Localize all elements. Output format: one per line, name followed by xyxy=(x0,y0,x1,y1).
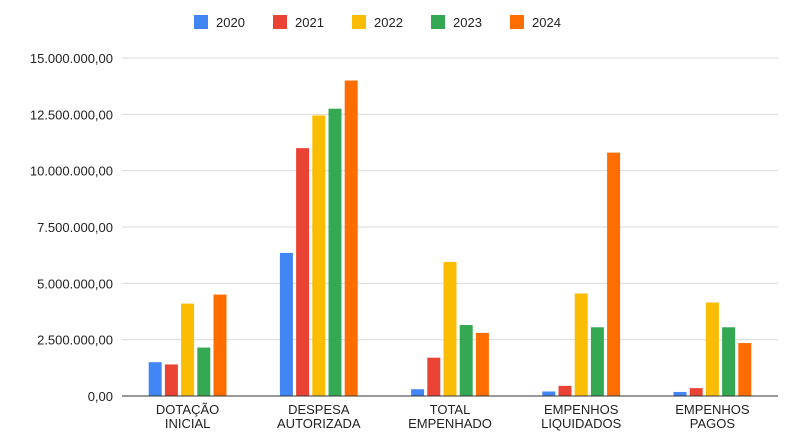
legend-label-2024: 2024 xyxy=(532,15,561,30)
legend-label-2021: 2021 xyxy=(295,15,324,30)
bar-2022-1 xyxy=(312,115,326,397)
bar-2023-1 xyxy=(328,108,342,396)
bar-2024-0 xyxy=(213,294,227,396)
bar-2024-4 xyxy=(738,343,752,396)
legend-swatch-2021 xyxy=(273,15,287,29)
bar-2021-2 xyxy=(427,357,441,396)
y-axis-tick-labels: 0,00 2.500.000,00 5.000.000,00 7.500.000,00… xyxy=(30,51,113,404)
x-tick-label: DOTAÇÃO xyxy=(156,402,219,417)
x-tick-label: TOTAL xyxy=(430,402,471,417)
x-tick-label: EMPENHOS xyxy=(675,402,750,417)
bar-2023-3 xyxy=(590,327,604,396)
legend-swatch-2022 xyxy=(352,15,366,29)
legend: 2020 2021 2022 2023 2024 xyxy=(194,15,561,30)
y-tick-label: 0,00 xyxy=(88,389,113,404)
bars xyxy=(148,80,752,397)
bar-2024-1 xyxy=(344,80,358,397)
legend-swatch-2024 xyxy=(510,15,524,29)
bar-2022-4 xyxy=(705,302,719,396)
y-tick-label: 15.000.000,00 xyxy=(30,51,113,66)
bar-2023-2 xyxy=(459,325,473,396)
x-tick-label: DESPESA xyxy=(288,402,350,417)
x-tick-label: PAGOS xyxy=(690,416,736,431)
bar-2020-4 xyxy=(673,391,687,396)
bar-2023-4 xyxy=(722,327,736,396)
y-tick-label: 12.500.000,00 xyxy=(30,107,113,122)
bar-2024-2 xyxy=(475,332,489,396)
legend-swatch-2023 xyxy=(431,15,445,29)
y-tick-label: 2.500.000,00 xyxy=(37,333,113,348)
bar-2020-3 xyxy=(542,391,556,396)
x-tick-label: INICIAL xyxy=(165,416,211,431)
bar-2020-2 xyxy=(411,389,425,396)
x-tick-label: AUTORIZADA xyxy=(277,416,361,431)
bar-2022-0 xyxy=(181,303,195,396)
bar-2022-2 xyxy=(443,261,457,396)
y-tick-label: 5.000.000,00 xyxy=(37,276,113,291)
legend-label-2023: 2023 xyxy=(453,15,482,30)
bar-2021-4 xyxy=(689,388,703,396)
y-tick-label: 7.500.000,00 xyxy=(37,220,113,235)
gridlines xyxy=(122,57,778,341)
bar-2021-0 xyxy=(164,364,178,396)
bar-2023-0 xyxy=(197,347,211,396)
bar-2020-0 xyxy=(148,362,162,396)
y-tick-label: 10.000.000,00 xyxy=(30,164,113,179)
bar-2020-1 xyxy=(279,252,293,396)
bar-2024-3 xyxy=(607,152,621,396)
legend-swatch-2020 xyxy=(194,15,208,29)
x-tick-label: EMPENHOS xyxy=(544,402,619,417)
bar-2021-3 xyxy=(558,385,572,396)
legend-label-2020: 2020 xyxy=(216,15,245,30)
legend-label-2022: 2022 xyxy=(374,15,403,30)
x-tick-label: EMPENHADO xyxy=(408,416,492,431)
bar-2021-1 xyxy=(296,148,310,396)
bar-2022-3 xyxy=(574,293,588,396)
x-tick-label: LIQUIDADOS xyxy=(541,416,622,431)
x-axis-tick-labels: DOTAÇÃOINICIALDESPESAAUTORIZADATOTALEMPE… xyxy=(156,402,750,431)
